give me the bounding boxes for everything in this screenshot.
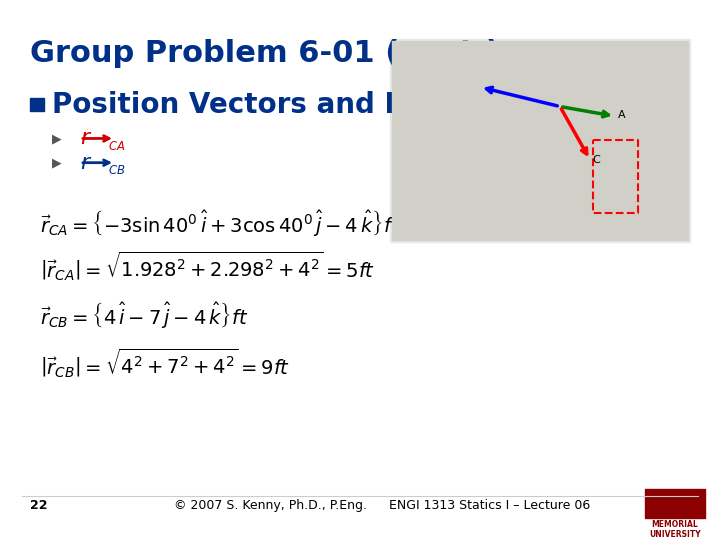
Bar [645, 489, 705, 518]
Text: Position Vectors and Magnitude: Position Vectors and Magnitude [52, 91, 552, 119]
Bar [392, 40, 688, 240]
Text: $_{CB}$: $_{CB}$ [108, 159, 125, 178]
Text: ▶: ▶ [52, 156, 62, 169]
Text: ENGI 1313 Statics I – Lecture 06: ENGI 1313 Statics I – Lecture 06 [390, 499, 590, 512]
Text: Group Problem 6-01 (cont.): Group Problem 6-01 (cont.) [30, 39, 500, 68]
Text: $r$: $r$ [80, 153, 92, 173]
Text: $\left|\vec{r}_{CB}\right| = \sqrt{4^{2} + 7^{2} + 4^{2}} = 9ft$: $\left|\vec{r}_{CB}\right| = \sqrt{4^{2}… [40, 346, 290, 380]
Text: $\left|\vec{r}_{CA}\right| = \sqrt{1.928^{2} + 2.298^{2} + 4^{2}} = 5ft$: $\left|\vec{r}_{CA}\right| = \sqrt{1.928… [40, 249, 375, 283]
Text: 22: 22 [30, 499, 48, 512]
Text: $_{CA}$: $_{CA}$ [108, 136, 125, 153]
Text: © 2007 S. Kenny, Ph.D., P.Eng.: © 2007 S. Kenny, Ph.D., P.Eng. [174, 499, 366, 512]
Text: $\vec{r}_{CB} = \left\{4\,\hat{i} - 7\,\hat{j} - 4\,\hat{k}\right\}ft$: $\vec{r}_{CB} = \left\{4\,\hat{i} - 7\,\… [40, 300, 248, 330]
Text: $r$: $r$ [80, 129, 92, 148]
Text: C: C [592, 154, 600, 165]
Bar [30, 98, 44, 111]
Text: A: A [618, 110, 626, 120]
Bar [390, 39, 690, 242]
Text: $\vec{r}_{CA} = \left\{-3\sin 40^{0}\,\hat{i} + 3\cos 40^{0}\,\hat{j} - 4\,\hat{: $\vec{r}_{CA} = \left\{-3\sin 40^{0}\,\h… [40, 208, 400, 238]
Text: ▶: ▶ [52, 132, 62, 145]
Text: MEMORIAL
UNIVERSITY: MEMORIAL UNIVERSITY [649, 520, 701, 539]
